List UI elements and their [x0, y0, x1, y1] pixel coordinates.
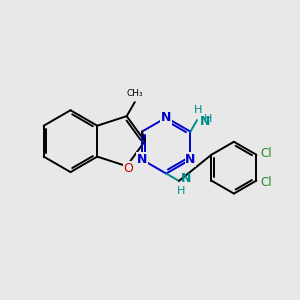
Text: N: N: [137, 153, 147, 166]
Text: N: N: [161, 111, 171, 124]
Text: N: N: [181, 172, 191, 185]
Text: Cl: Cl: [260, 176, 272, 189]
Text: H: H: [203, 114, 212, 124]
Text: Cl: Cl: [260, 147, 272, 160]
Text: O: O: [123, 162, 133, 175]
Text: H: H: [177, 186, 185, 196]
Text: H: H: [194, 105, 202, 115]
Text: N: N: [200, 115, 210, 128]
Text: N: N: [185, 153, 196, 166]
Text: CH₃: CH₃: [127, 89, 143, 98]
